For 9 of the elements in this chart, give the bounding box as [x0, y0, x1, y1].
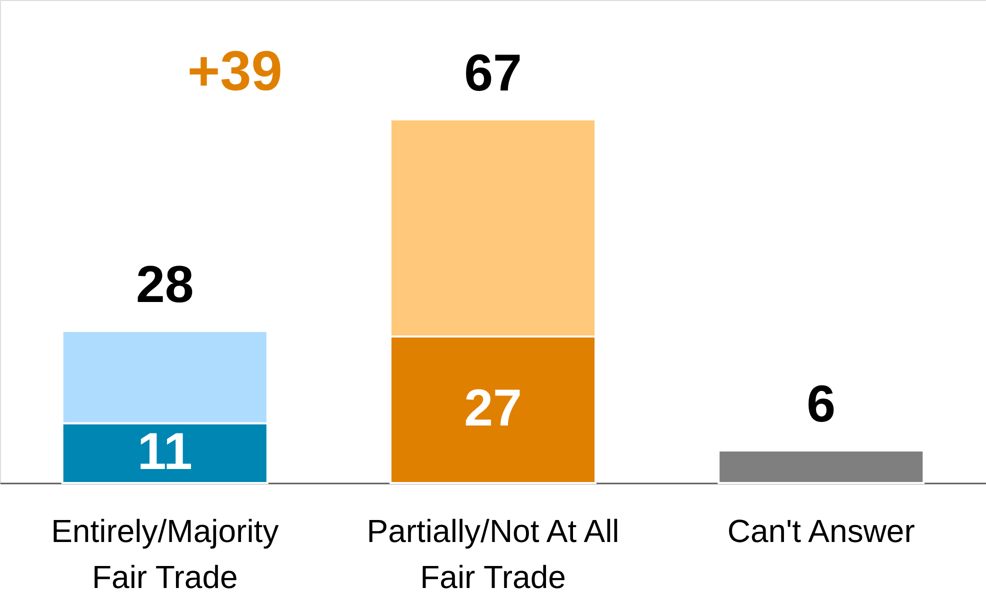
data-label: 11: [137, 423, 192, 482]
x-tick-label: Partially/Not At All Fair Trade: [366, 513, 620, 595]
annotation: +39: [187, 39, 282, 102]
total-label: 28: [136, 256, 194, 314]
x-tick-label: Can't Answer: [727, 513, 916, 549]
data-label: 27: [464, 380, 522, 438]
total-label: 67: [464, 44, 522, 102]
x-tick-label: Entirely/Majority Fair Trade: [51, 513, 279, 595]
total-label: 6: [806, 375, 836, 434]
